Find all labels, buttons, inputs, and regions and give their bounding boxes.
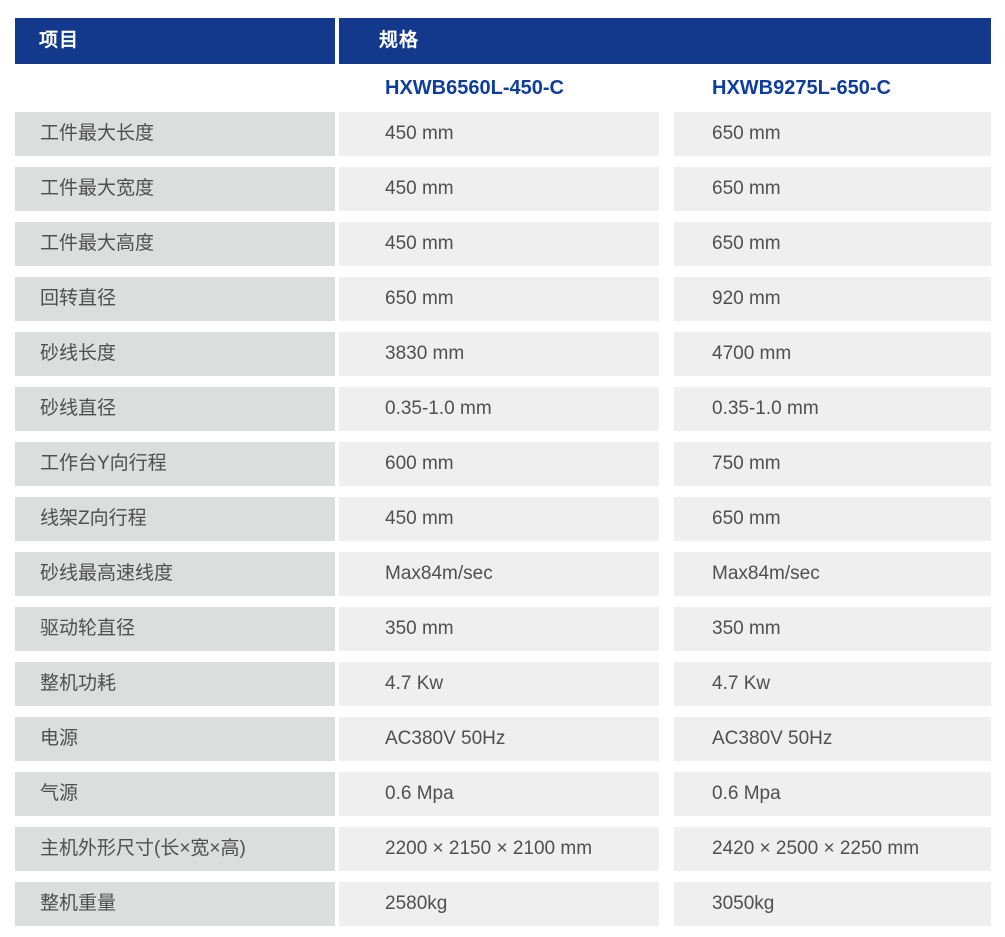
spec-rows: 工件最大长度 450 mm 650 mm 工件最大宽度 450 mm 650 mm 工件最大…	[15, 112, 991, 926]
spec-row-label: 气源	[15, 772, 335, 816]
spec-row-value-model-1: AC380V 50Hz	[339, 717, 659, 761]
spec-row-value-model-1: 450 mm	[339, 112, 659, 156]
spec-row-value-model-1: 450 mm	[339, 497, 659, 541]
spec-row-value-model-2: 350 mm	[674, 607, 991, 651]
spec-row-value-model-2: 3050kg	[674, 882, 991, 926]
table-header-row: 项目 规格	[15, 18, 991, 64]
column-header-spec: 规格	[339, 18, 991, 64]
model-name-2: HXWB9275L-650-C	[712, 77, 891, 99]
spec-row-value-model-2: Max84m/sec	[674, 552, 991, 596]
spec-row-value-model-1: 450 mm	[339, 222, 659, 266]
spec-row-value-model-2: 650 mm	[674, 167, 991, 211]
spec-row-label: 整机重量	[15, 882, 335, 926]
spec-row-value-model-1: 0.35-1.0 mm	[339, 387, 659, 431]
spec-row-value-model-2: 2420 × 2500 × 2250 mm	[674, 827, 991, 871]
spec-row-value-model-2: 750 mm	[674, 442, 991, 486]
spec-row-value-model-2: 0.6 Mpa	[674, 772, 991, 816]
spec-row-value-model-1: 0.6 Mpa	[339, 772, 659, 816]
spec-row-value-model-2: AC380V 50Hz	[674, 717, 991, 761]
spec-row-value-model-2: 4700 mm	[674, 332, 991, 376]
spec-row-value-model-2: 0.35-1.0 mm	[674, 387, 991, 431]
spec-row-label: 工件最大长度	[15, 112, 335, 156]
model-name-row: HXWB6560L-450-C HXWB9275L-650-C	[15, 64, 991, 112]
spec-row-label: 回转直径	[15, 277, 335, 321]
spec-row-label: 砂线最高速线度	[15, 552, 335, 596]
spec-row-label: 砂线长度	[15, 332, 335, 376]
spec-row-value-model-1: 450 mm	[339, 167, 659, 211]
spec-row-label: 工作台Y向行程	[15, 442, 335, 486]
spec-row-label: 工件最大高度	[15, 222, 335, 266]
spec-row-value-model-1: 600 mm	[339, 442, 659, 486]
spec-row-label: 工件最大宽度	[15, 167, 335, 211]
spec-row-label: 整机功耗	[15, 662, 335, 706]
spec-row-value-model-1: 2580kg	[339, 882, 659, 926]
spec-row-value-model-1: Max84m/sec	[339, 552, 659, 596]
spec-row-label: 主机外形尺寸(长×宽×高)	[15, 827, 335, 871]
spec-row-value-model-2: 650 mm	[674, 497, 991, 541]
spec-row-value-model-2: 650 mm	[674, 222, 991, 266]
spec-row-label: 线架Z向行程	[15, 497, 335, 541]
spec-row-value-model-1: 3830 mm	[339, 332, 659, 376]
model-name-1: HXWB6560L-450-C	[385, 77, 564, 99]
column-header-item: 项目	[15, 18, 335, 64]
spec-row-value-model-1: 4.7 Kw	[339, 662, 659, 706]
spec-row-value-model-2: 920 mm	[674, 277, 991, 321]
spec-row-label: 电源	[15, 717, 335, 761]
spec-row-value-model-1: 350 mm	[339, 607, 659, 651]
spec-row-label: 砂线直径	[15, 387, 335, 431]
spec-row-label: 驱动轮直径	[15, 607, 335, 651]
spec-row-value-model-2: 650 mm	[674, 112, 991, 156]
spec-row-value-model-1: 650 mm	[339, 277, 659, 321]
spec-row-value-model-2: 4.7 Kw	[674, 662, 991, 706]
spec-row-value-model-1: 2200 × 2150 × 2100 mm	[339, 827, 659, 871]
